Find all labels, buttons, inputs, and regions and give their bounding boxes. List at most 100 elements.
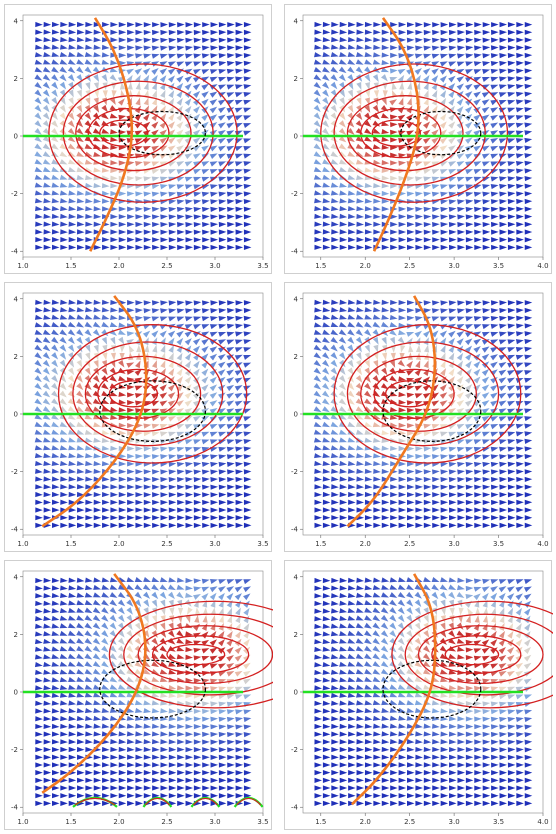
field-arrow: [35, 716, 43, 722]
field-arrow: [68, 507, 77, 513]
field-arrow: [507, 37, 516, 43]
field-arrow: [322, 476, 331, 482]
field-arrow: [473, 578, 482, 584]
field-arrow: [168, 191, 177, 197]
field-arrow: [210, 492, 219, 498]
field-arrow: [431, 423, 440, 429]
field-arrow: [193, 515, 202, 521]
field-arrow: [339, 723, 348, 729]
field-arrow: [76, 299, 85, 305]
field-arrow: [226, 446, 235, 452]
field-arrow: [210, 454, 218, 460]
field-arrow: [84, 676, 93, 683]
field-arrow: [235, 29, 244, 35]
field-arrow: [185, 777, 194, 783]
field-arrow: [51, 29, 60, 35]
field-arrow: [243, 206, 252, 212]
field-arrow: [339, 638, 348, 644]
field-arrow: [201, 392, 209, 399]
field-arrow: [415, 244, 423, 251]
field-arrow: [34, 104, 42, 113]
field-arrow: [372, 692, 381, 698]
field-arrow: [235, 323, 244, 329]
field-arrow: [314, 507, 322, 513]
x-tick-label: 4.0: [537, 818, 548, 826]
field-arrow: [448, 229, 457, 235]
field-arrow: [118, 762, 127, 768]
contour-line: [108, 600, 273, 709]
field-arrow: [201, 701, 210, 707]
field-arrow: [177, 22, 185, 28]
field-arrow: [243, 747, 252, 753]
field-arrow: [406, 138, 415, 144]
field-arrow: [524, 99, 533, 105]
field-arrow: [364, 585, 373, 591]
field-arrow: [102, 499, 110, 505]
field-arrow: [235, 60, 244, 66]
field-arrow: [193, 431, 202, 437]
field-arrow: [68, 429, 76, 435]
field-arrow: [160, 29, 168, 36]
field-arrow: [432, 754, 440, 760]
field-arrow: [507, 686, 516, 692]
field-arrow: [331, 468, 339, 474]
field-arrow: [347, 390, 355, 398]
field-arrow: [431, 37, 440, 43]
field-arrow: [474, 708, 482, 714]
field-arrow: [127, 522, 135, 528]
field-arrow: [347, 723, 356, 729]
field-arrow: [135, 469, 143, 475]
field-arrow: [159, 68, 168, 75]
field-arrow: [209, 586, 218, 593]
field-arrow: [448, 169, 457, 175]
field-arrow: [152, 229, 160, 235]
field-arrow: [389, 336, 396, 345]
field-arrow: [524, 423, 533, 429]
field-arrow: [516, 45, 524, 51]
field-arrow: [322, 66, 330, 73]
field-arrow: [347, 352, 354, 360]
field-arrow: [160, 499, 168, 506]
field-arrow: [313, 398, 322, 405]
field-arrow: [440, 184, 449, 190]
field-arrow: [398, 499, 407, 505]
field-arrow: [142, 668, 151, 675]
field-arrow: [314, 515, 322, 521]
field-arrow: [227, 770, 235, 776]
field-arrow: [457, 461, 465, 468]
field-arrow: [93, 453, 102, 459]
field-arrow: [407, 82, 413, 90]
field-arrow: [210, 724, 219, 730]
field-arrow: [110, 221, 118, 227]
field-arrow: [185, 308, 193, 314]
field-arrow: [151, 599, 158, 608]
field-arrow: [423, 622, 429, 631]
field-arrow: [243, 800, 252, 807]
field-arrow: [473, 338, 482, 346]
field-arrow: [313, 143, 322, 150]
field-arrow: [35, 623, 43, 629]
field-arrow: [168, 476, 177, 483]
field-arrow: [314, 476, 322, 482]
field-arrow: [331, 491, 339, 498]
field-arrow: [398, 785, 407, 791]
field-arrow: [59, 151, 68, 158]
field-arrow: [339, 468, 348, 474]
field-arrow: [322, 623, 331, 629]
field-arrow: [59, 359, 67, 368]
field-arrow: [60, 21, 68, 28]
field-arrow: [35, 593, 43, 599]
field-arrow: [185, 592, 193, 598]
field-arrow: [152, 507, 160, 513]
field-arrow: [76, 352, 83, 361]
field-arrow: [101, 614, 109, 622]
field-arrow: [159, 176, 168, 182]
field-arrow: [42, 104, 50, 113]
field-arrow: [474, 731, 482, 737]
field-arrow: [142, 121, 151, 129]
field-arrow: [422, 121, 431, 129]
field-arrow: [448, 376, 455, 384]
field-arrow: [118, 492, 127, 498]
field-arrow: [185, 484, 194, 490]
